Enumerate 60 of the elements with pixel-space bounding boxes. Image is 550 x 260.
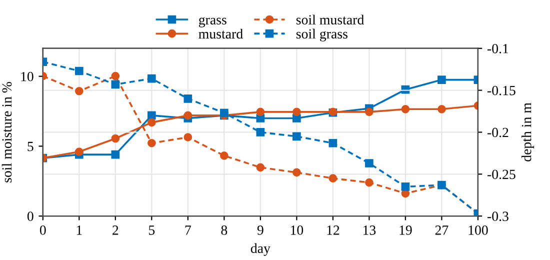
point: [292, 114, 301, 122]
y2-tick-label: -0.1: [487, 44, 508, 54]
point: [256, 128, 265, 136]
x-tick-label: 100: [468, 225, 488, 235]
point: [292, 108, 301, 116]
point: [111, 80, 120, 89]
point: [184, 94, 192, 103]
x-tick-label: 5: [149, 226, 155, 235]
legend-label: soil mustard: [296, 14, 364, 24]
legend-label: grass: [198, 17, 226, 28]
point: [328, 138, 338, 148]
point: [401, 104, 410, 114]
point: [147, 111, 156, 120]
point: [184, 133, 192, 142]
point: [220, 108, 228, 118]
point: [438, 104, 446, 114]
x-axis-title: day: [250, 243, 270, 256]
point: [328, 174, 338, 182]
legend-label: mustard: [198, 28, 243, 39]
x-tick-label: 1: [76, 226, 82, 235]
point: [256, 108, 265, 116]
x-tick-label: 0: [40, 225, 46, 235]
legend-label: soil grass: [296, 28, 348, 42]
point: [147, 74, 156, 83]
point: [401, 182, 410, 191]
y-axis-title: soil moisture in %: [2, 82, 12, 182]
y-tick-label: 0: [27, 212, 34, 222]
point: [111, 134, 120, 143]
x-tick-label: 2: [112, 226, 118, 235]
point: [292, 132, 301, 141]
point: [256, 163, 265, 172]
x-tick-label: 10: [290, 225, 304, 235]
x-tick-label: 7: [185, 226, 191, 235]
point: [220, 152, 228, 160]
x-tick-label: 8: [221, 225, 228, 235]
y2-axis-title: depth in m: [521, 102, 534, 162]
point: [147, 138, 156, 148]
point: [438, 76, 446, 84]
x-tick-label: 9: [257, 226, 264, 235]
point: [184, 111, 192, 120]
y2-tick-label: -0.25: [487, 170, 516, 180]
y-tick-label: 10: [21, 72, 34, 82]
point: [365, 108, 374, 116]
point: [365, 159, 374, 168]
point: [74, 86, 84, 96]
x-tick-label: 27: [435, 226, 448, 235]
point: [111, 150, 120, 159]
point: [74, 66, 84, 76]
point: [74, 148, 84, 156]
point: [147, 118, 156, 127]
x-tick-label: 13: [363, 226, 376, 235]
y2-tick-label: -0.15: [487, 86, 516, 96]
y2-tick-label: -0.3: [487, 212, 508, 222]
x-tick-label: 12: [327, 226, 340, 235]
point: [111, 72, 120, 80]
y-tick-label: 5: [28, 142, 34, 152]
x-tick-label: 19: [400, 226, 412, 235]
point: [365, 178, 374, 187]
point: [292, 168, 301, 177]
y2-tick-label: -0.2: [487, 128, 508, 138]
